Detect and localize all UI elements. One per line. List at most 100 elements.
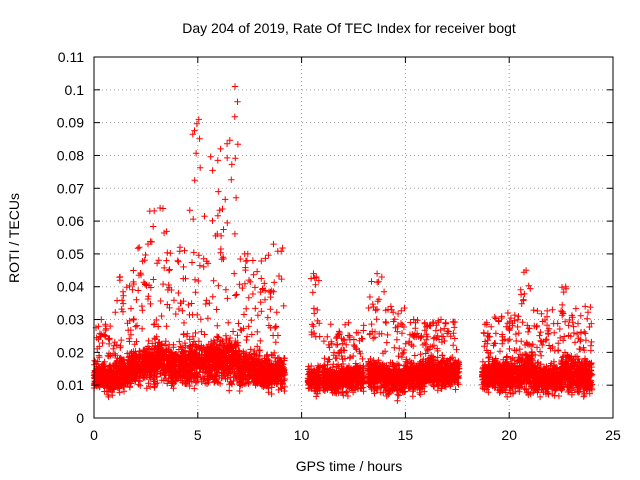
data-point [258,357,266,364]
data-point [178,344,186,351]
data-point [217,359,224,366]
data-point [186,363,193,370]
data-point [209,293,216,300]
data-point [192,150,200,157]
data-point [240,311,248,318]
data-point [226,334,234,342]
data-point [252,305,259,312]
data-point [223,336,230,343]
data-point [163,346,170,353]
data-point [261,382,268,389]
data-point [197,164,204,171]
data-point [132,323,139,330]
data-point [210,277,217,284]
data-point [254,343,261,350]
data-point [373,270,381,277]
data-point [94,345,101,353]
data-point [106,335,113,342]
data-point [175,346,183,353]
data-point [137,271,145,279]
data-point [192,329,199,337]
data-point [344,392,352,400]
data-point [236,281,243,288]
data-point [485,333,493,341]
data-point [130,267,137,274]
data-point [149,353,156,361]
chart-title: Day 204 of 2019, Rate Of TEC Index for r… [182,20,516,36]
data-point [270,240,277,248]
data-point [175,289,182,297]
data-point [150,276,157,283]
data-point [228,381,236,388]
data-point [260,383,267,390]
data-point [145,337,152,345]
data-point [396,345,403,352]
data-point [186,336,193,343]
data-point [131,350,138,358]
data-point [183,332,191,340]
data-point [95,336,102,343]
data-point [94,358,101,365]
data-point [370,335,377,342]
data-point [281,387,288,395]
data-point [267,293,274,301]
data-point [191,276,199,283]
data-point [215,282,222,289]
data-point [215,188,222,195]
data-point [105,363,113,370]
data-point [353,375,361,382]
data-point [192,379,199,386]
data-point [218,256,225,263]
data-point [223,140,231,147]
data-point [105,393,112,401]
data-point [321,355,328,362]
data-point [261,287,269,294]
data-point [122,380,130,388]
data-point [118,336,125,344]
data-point [452,386,459,393]
data-point [400,349,407,356]
data-point [248,317,255,324]
data-point [164,301,171,308]
data-point [327,321,334,328]
data-point [224,154,231,162]
data-point [214,346,222,353]
data-point [331,375,338,383]
data-point [237,374,244,382]
data-point [179,348,187,355]
data-point [164,380,171,387]
data-point [324,378,331,385]
data-point [106,362,113,369]
data-point [232,155,239,162]
data-point [177,364,184,371]
data-point [200,255,207,262]
data-point [148,238,155,246]
data-point [214,322,221,329]
data-point [237,255,244,263]
data-point [231,83,239,90]
data-point [197,316,204,323]
data-point [112,378,119,386]
data-point [332,355,339,362]
data-point [155,339,162,346]
data-point [256,346,264,354]
data-point [308,380,315,388]
data-point [225,319,232,326]
data-point [213,366,220,374]
data-point [311,274,318,282]
data-point [195,116,202,123]
data-point [224,219,231,227]
data-point [257,337,264,345]
data-point [202,300,209,308]
data-point [421,327,428,334]
data-point [264,314,271,321]
data-point [267,375,274,382]
data-point [274,380,281,388]
data-point [278,376,285,383]
data-point [407,319,414,326]
data-point [242,257,250,265]
data-point [232,337,239,345]
data-point [373,316,380,323]
data-point [244,355,251,362]
data-point [277,361,285,368]
